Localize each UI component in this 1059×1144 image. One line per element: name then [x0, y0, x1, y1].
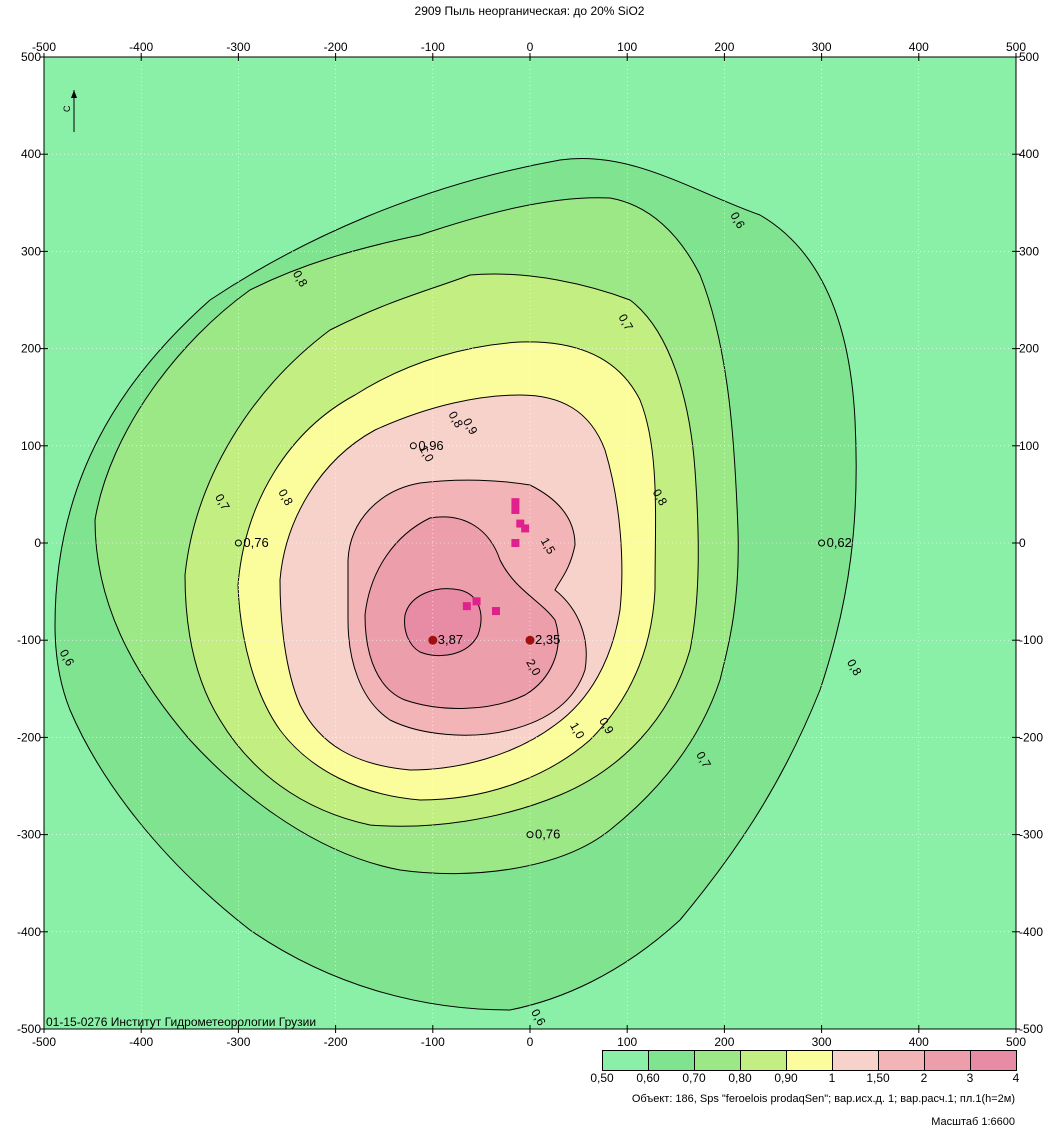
- source-marker: [511, 505, 520, 514]
- point-value: 3,87: [438, 632, 463, 647]
- y-tick-label-left: 200: [21, 342, 41, 356]
- y-tick-label-left: -100: [17, 633, 41, 647]
- legend: [602, 1050, 1017, 1071]
- north-arrow-icon: С: [62, 90, 77, 132]
- y-tick-label-left: 400: [21, 147, 41, 161]
- y-tick-label-left: 100: [21, 439, 41, 453]
- source-marker: [511, 498, 520, 507]
- legend-swatches: [602, 1050, 1017, 1071]
- y-tick-label-left: -500: [17, 1022, 41, 1036]
- y-tick-label-right: -500: [1019, 1022, 1043, 1036]
- y-tick-label-left: 0: [34, 536, 41, 550]
- x-tick-label-top: 200: [714, 40, 734, 54]
- x-tick-label-top: 0: [527, 40, 534, 54]
- y-tick-label-right: 200: [1019, 342, 1039, 356]
- source-marker: [462, 602, 471, 611]
- axis-tick-labels: -500-500-400-400-300-300-200-200-100-100…: [17, 40, 1043, 1049]
- legend-swatch: [924, 1050, 971, 1071]
- legend-label: 0,50: [590, 1071, 614, 1085]
- x-tick-label-top: -500: [32, 40, 56, 54]
- x-tick-label-bottom: 200: [714, 1035, 734, 1049]
- legend-label: 0,70: [682, 1071, 706, 1085]
- x-tick-label-bottom: -400: [129, 1035, 153, 1049]
- band-3-0: [404, 588, 482, 657]
- legend-swatch: [602, 1050, 649, 1071]
- legend-swatch: [786, 1050, 833, 1071]
- map-title: 2909 Пыль неорганическая: до 20% SiO2: [414, 4, 645, 18]
- x-tick-label-top: 500: [1006, 40, 1026, 54]
- point-value: 0,76: [243, 535, 268, 550]
- emission-sources: [462, 498, 530, 616]
- legend-label: 0,80: [728, 1071, 752, 1085]
- legend-label: 0,90: [774, 1071, 798, 1085]
- y-tick-label-left: 500: [21, 50, 41, 64]
- x-tick-label-top: -400: [129, 40, 153, 54]
- legend-swatch: [694, 1050, 741, 1071]
- legend-swatch: [832, 1050, 879, 1071]
- x-tick-label-bottom: 500: [1006, 1035, 1026, 1049]
- y-tick-label-right: -200: [1019, 730, 1043, 744]
- contour-bands: [54, 158, 857, 1011]
- x-tick-label-top: -200: [324, 40, 348, 54]
- x-tick-label-bottom: -500: [32, 1035, 56, 1049]
- point-value: 0,62: [827, 535, 852, 550]
- legend-label: 1: [828, 1071, 836, 1085]
- point-marker: [818, 539, 826, 547]
- y-tick-label-right: 0: [1019, 536, 1026, 550]
- max-point: [525, 635, 535, 645]
- legend-label: 1,50: [866, 1071, 890, 1085]
- y-tick-label-left: 300: [21, 244, 41, 258]
- source-marker: [491, 607, 500, 616]
- x-tick-label-top: 300: [812, 40, 832, 54]
- legend-label: 0,60: [636, 1071, 660, 1085]
- point-marker: [234, 539, 242, 547]
- x-tick-label-top: 100: [617, 40, 637, 54]
- y-tick-label-left: -400: [17, 925, 41, 939]
- legend-swatch: [970, 1050, 1017, 1071]
- object-info: Объект: 186, Sps "feroelois prodaqSen"; …: [631, 1093, 1015, 1105]
- x-tick-label-bottom: -300: [226, 1035, 250, 1049]
- point-value: 0,76: [535, 827, 560, 842]
- source-marker: [521, 524, 530, 533]
- calculation-points: 3,87 2,35 0,76 0,62 0,76 0,96: [234, 438, 852, 842]
- axis-ticks: [40, 53, 1020, 1033]
- point-value: 0,96: [418, 438, 443, 453]
- y-tick-label-right: -100: [1019, 633, 1043, 647]
- x-tick-label-bottom: 100: [617, 1035, 637, 1049]
- legend-swatch: [648, 1050, 695, 1071]
- x-tick-label-top: -300: [226, 40, 250, 54]
- institute-label: 01-15-0276 Институт Гидрометеорологии Гр…: [46, 1015, 316, 1029]
- x-tick-label-bottom: 400: [909, 1035, 929, 1049]
- legend-swatch: [740, 1050, 787, 1071]
- source-marker: [472, 597, 481, 606]
- x-tick-label-top: -100: [421, 40, 445, 54]
- source-marker: [516, 519, 525, 528]
- y-tick-label-left: -200: [17, 730, 41, 744]
- legend-swatch: [878, 1050, 925, 1071]
- contour-map: -500-500-400-400-300-300-200-200-100-100…: [17, 40, 1043, 1049]
- legend-label: 3: [966, 1071, 974, 1085]
- y-tick-label-right: -400: [1019, 925, 1043, 939]
- point-marker: [526, 831, 534, 839]
- x-tick-label-bottom: 300: [812, 1035, 832, 1049]
- north-label: С: [62, 105, 72, 112]
- x-tick-label-bottom: -200: [324, 1035, 348, 1049]
- source-marker: [511, 539, 520, 547]
- point-value: 2,35: [535, 632, 560, 647]
- legend-label: 4: [1012, 1071, 1020, 1085]
- y-tick-label-right: 100: [1019, 439, 1039, 453]
- scale-info: Масштаб 1:6600: [931, 1116, 1015, 1128]
- y-tick-label-right: 300: [1019, 244, 1039, 258]
- legend-label: 2: [920, 1071, 928, 1085]
- max-point: [428, 635, 438, 645]
- x-tick-label-top: 400: [909, 40, 929, 54]
- y-tick-label-right: 500: [1019, 50, 1039, 64]
- y-tick-label-left: -300: [17, 828, 41, 842]
- x-tick-label-bottom: 0: [527, 1035, 534, 1049]
- y-tick-label-right: 400: [1019, 147, 1039, 161]
- point-marker: [409, 442, 417, 450]
- x-tick-label-bottom: -100: [421, 1035, 445, 1049]
- y-tick-label-right: -300: [1019, 828, 1043, 842]
